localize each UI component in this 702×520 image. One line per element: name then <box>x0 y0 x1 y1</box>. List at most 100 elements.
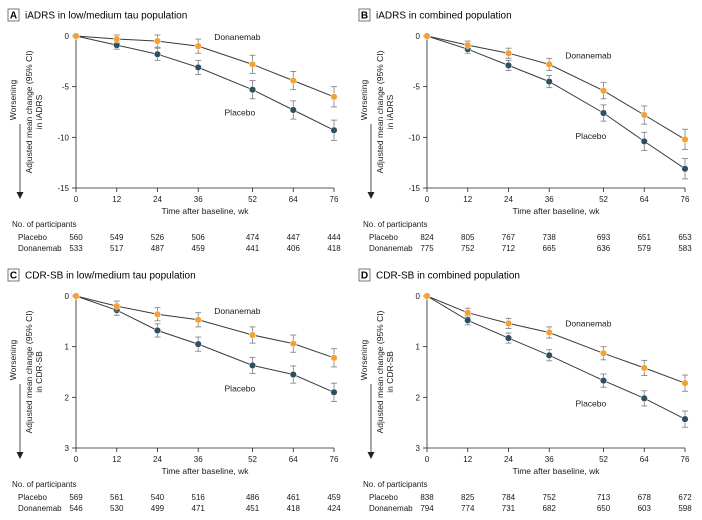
participants-donanemab-cell: 451 <box>246 504 260 513</box>
y-axis-title-line2: in iADRS <box>385 94 395 129</box>
y-tick-label: 1 <box>65 343 70 352</box>
donanemab-point <box>681 135 689 143</box>
placebo-point <box>248 361 257 369</box>
placebo-series-label: Placebo <box>225 383 256 393</box>
y-tick-label: 1 <box>416 343 421 352</box>
x-tick-label: 76 <box>681 195 690 204</box>
donanemab-point <box>504 49 513 57</box>
donanemab-point <box>681 379 689 387</box>
worsening-label: Worsening <box>8 339 18 380</box>
participants-row-placebo-label: Placebo <box>18 233 47 242</box>
panel-d: D CDR-SB in combined population 0 1 2 3 0 12 24 3… <box>351 260 702 520</box>
panel-letter-box <box>358 268 371 282</box>
placebo-point <box>504 334 513 342</box>
panel-title: CDR-SB in combined population <box>376 271 520 282</box>
y-tick-label: 2 <box>416 393 421 402</box>
y-axis-title-group: Adjusted mean change (95% CI) in iADRS <box>24 50 44 173</box>
worsening-arrow-head <box>16 192 24 199</box>
placebo-point <box>248 86 257 94</box>
participants-header: No. of participants <box>363 480 427 489</box>
participants-donanemab-cell: 603 <box>638 504 652 513</box>
placebo-point <box>289 106 297 114</box>
placebo-point <box>330 126 338 134</box>
x-tick-label: 0 <box>425 455 430 464</box>
placebo-point <box>640 394 648 402</box>
placebo-point <box>194 63 202 71</box>
participants-donanemab-cell: 546 <box>69 504 83 513</box>
donanemab-point <box>330 93 338 101</box>
participants-donanemab-cell: 650 <box>597 504 611 513</box>
participants-donanemab-cell: 682 <box>543 504 557 513</box>
participants-placebo-cell: 653 <box>678 233 692 242</box>
x-axis-title: Time after baseline, wk <box>161 206 249 216</box>
panel-title: iADRS in combined population <box>376 11 512 22</box>
y-tick-label: -5 <box>62 83 70 92</box>
participants-donanemab-cell: 441 <box>246 244 260 253</box>
participants-donanemab-cell: 471 <box>192 504 206 513</box>
participants-donanemab-cell: 774 <box>461 504 475 513</box>
participants-placebo-cell: 784 <box>502 493 516 502</box>
participants-placebo-cell: 569 <box>69 493 83 502</box>
worsening-arrow-head <box>367 452 375 459</box>
participants-placebo-cell: 752 <box>543 493 557 502</box>
participants-placebo-cell: 540 <box>151 493 165 502</box>
y-axis-title-line1: Adjusted mean change (95% CI) <box>375 310 385 433</box>
donanemab-point <box>640 364 648 372</box>
participants-row-placebo-label: Placebo <box>18 493 47 502</box>
placebo-series-label: Placebo <box>576 399 607 409</box>
participants-row-placebo-label: Placebo <box>369 493 398 502</box>
participants-placebo-cell: 824 <box>420 233 434 242</box>
donanemab-point <box>545 60 553 68</box>
x-tick-label: 12 <box>463 195 472 204</box>
donanemab-point <box>72 292 80 300</box>
participants-placebo-cell: 738 <box>543 233 557 242</box>
x-tick-label: 52 <box>248 195 257 204</box>
participants-donanemab-cell: 418 <box>327 244 341 253</box>
x-axis-title: Time after baseline, wk <box>161 466 249 476</box>
x-tick-label: 12 <box>112 455 121 464</box>
panel-letter: D <box>361 271 368 282</box>
x-tick-label: 0 <box>74 195 79 204</box>
x-tick-label: 24 <box>504 195 513 204</box>
x-tick-label: 76 <box>330 195 339 204</box>
participants-placebo-cell: 486 <box>246 493 260 502</box>
placebo-point <box>464 316 472 324</box>
worsening-arrow-head <box>367 192 375 199</box>
participants-placebo-cell: 825 <box>461 493 475 502</box>
y-tick-label: -15 <box>408 184 420 193</box>
x-tick-label: 64 <box>289 195 298 204</box>
donanemab-point <box>640 111 648 119</box>
y-axis-title-line1: Adjusted mean change (95% CI) <box>24 50 34 173</box>
donanemab-point <box>330 354 338 362</box>
donanemab-point <box>545 328 553 337</box>
placebo-point <box>681 415 689 423</box>
participants-row-donanemab-label: Donanemab <box>369 504 413 513</box>
participants-placebo-cell: 459 <box>327 493 341 502</box>
x-tick-label: 36 <box>545 195 554 204</box>
participants-placebo-cell: 444 <box>327 233 341 242</box>
participants-donanemab-cell: 517 <box>110 244 124 253</box>
participants-placebo-cell: 516 <box>192 493 206 502</box>
placebo-point <box>545 351 553 359</box>
donanemab-point <box>194 316 202 324</box>
participants-placebo-cell: 713 <box>597 493 611 502</box>
placebo-point <box>640 137 648 145</box>
x-tick-label: 24 <box>504 455 513 464</box>
placebo-point <box>289 370 297 379</box>
panel-letter-box <box>7 268 20 282</box>
participants-donanemab-cell: 418 <box>287 504 301 513</box>
y-tick-label: -10 <box>57 133 69 142</box>
participants-donanemab-cell: 712 <box>502 244 516 253</box>
x-tick-label: 64 <box>640 195 649 204</box>
x-tick-label: 64 <box>640 455 649 464</box>
x-axis-title: Time after baseline, wk <box>512 206 600 216</box>
x-tick-label: 76 <box>681 455 690 464</box>
donanemab-series-label: Donanemab <box>214 32 261 42</box>
worsening-arrow-head <box>16 452 24 459</box>
panel-letter-box <box>358 8 371 22</box>
